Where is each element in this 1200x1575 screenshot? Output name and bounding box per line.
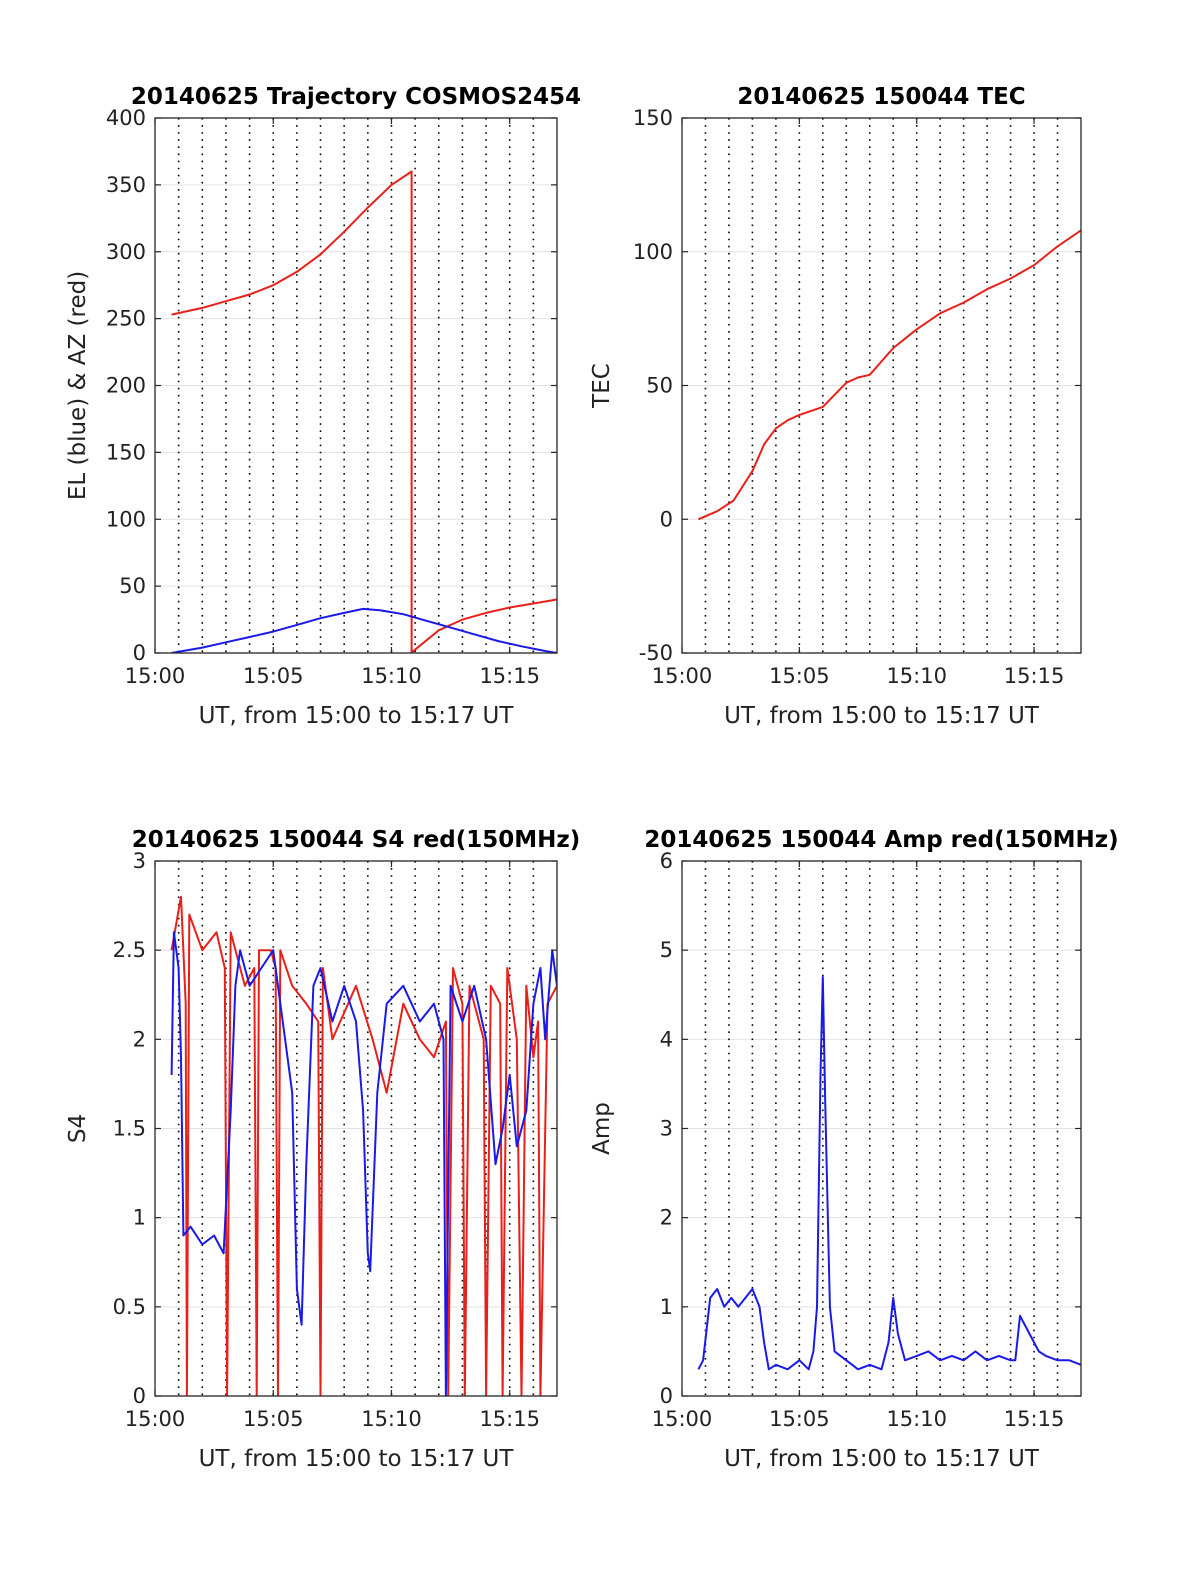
x-tick-label: 15:10	[886, 1407, 947, 1431]
x-tick-label: 15:15	[1004, 1407, 1065, 1431]
y-tick-label: 0.5	[113, 1295, 146, 1319]
x-tick-label: 15:15	[479, 1407, 540, 1431]
y-tick-label: 0	[660, 507, 673, 531]
series-group	[697, 975, 1081, 1371]
x-axis-label: UT, from 15:00 to 15:17 UT	[724, 1446, 1040, 1472]
y-tick-label: 2.5	[113, 938, 146, 962]
series-line-2	[170, 931, 557, 1396]
x-tick-label: 15:10	[361, 664, 422, 688]
series-group	[698, 229, 1081, 521]
y-tick-label: 1	[133, 1206, 146, 1230]
y-tick-label: 150	[106, 440, 146, 464]
x-tick-label: 15:00	[652, 664, 713, 688]
y-tick-label: 100	[633, 240, 673, 264]
y-tick-label: 350	[106, 173, 146, 197]
x-tick-label: 15:00	[125, 664, 186, 688]
y-tick-label: 300	[106, 240, 146, 264]
x-tick-label: 15:10	[886, 664, 947, 688]
series-line-1	[697, 975, 1081, 1371]
x-tick-label: 15:00	[125, 1407, 186, 1431]
series-line-1	[698, 229, 1081, 521]
y-tick-label: 0	[660, 1384, 673, 1408]
series-group	[171, 170, 557, 653]
y-tick-label: 2	[660, 1206, 673, 1230]
chart-panel-2: -50 0 50 100 150 15:00 15:05 15:10 15:15 20140625…	[589, 84, 1082, 729]
x-tick-label: 15:00	[652, 1407, 713, 1431]
y-tick-label: 3	[133, 849, 146, 873]
x-tick-label: 15:10	[361, 1407, 422, 1431]
y-axis-label: TEC	[589, 363, 615, 409]
y-tick-label: 0	[133, 641, 146, 665]
x-tick-label: 15:05	[769, 1407, 830, 1431]
x-tick-label: 15:05	[243, 664, 304, 688]
y-tick-label: 1	[660, 1295, 673, 1319]
chart-title: 20140625 150044 S4 red(150MHz)	[132, 827, 581, 853]
y-tick-label: 100	[106, 507, 146, 531]
chart-panel-4: 0 1 2 3 4 5 6 15:00 15:05 15:10 15:15 20140625 1500…	[589, 827, 1119, 1472]
x-axis-label: UT, from 15:00 to 15:17 UT	[724, 703, 1040, 729]
series-line-2	[171, 607, 557, 653]
y-tick-label: 150	[633, 106, 673, 130]
chart-panel-1: 0 50 100 150 200 250 300 350 400 15:00 15:05 15:10 1…	[65, 84, 581, 729]
y-tick-label: 250	[106, 307, 146, 331]
x-tick-label: 15:05	[769, 664, 830, 688]
y-tick-label: 5	[660, 938, 673, 962]
y-axis-label: EL (blue) & AZ (red)	[65, 271, 91, 500]
y-tick-label: 50	[119, 574, 146, 598]
y-tick-label: -50	[639, 641, 673, 665]
y-tick-label: 1.5	[113, 1117, 146, 1141]
x-axis-label: UT, from 15:00 to 15:17 UT	[199, 1446, 515, 1472]
y-tick-label: 2	[133, 1027, 146, 1051]
chart-panel-3: 0 0.5 1 1.5 2 2.5 3 15:00 15:05 15:10 15:15 2014062…	[65, 827, 580, 1472]
x-tick-label: 15:05	[243, 1407, 304, 1431]
x-tick-label: 15:15	[1004, 664, 1065, 688]
y-tick-label: 6	[660, 849, 673, 873]
chart-title: 20140625 Trajectory COSMOS2454	[131, 84, 581, 110]
x-tick-label: 15:15	[479, 664, 540, 688]
chart-title: 20140625 150044 Amp red(150MHz)	[644, 827, 1118, 853]
y-axis-label: S4	[65, 1114, 91, 1143]
chart-title: 20140625 150044 TEC	[737, 84, 1025, 110]
y-tick-label: 0	[133, 1384, 146, 1408]
y-tick-label: 3	[660, 1117, 673, 1141]
x-axis-label: UT, from 15:00 to 15:17 UT	[199, 703, 515, 729]
y-axis-label: Amp	[589, 1102, 615, 1155]
y-tick-label: 50	[646, 374, 673, 398]
y-tick-label: 400	[106, 106, 146, 130]
series-line-1	[171, 170, 557, 653]
series-group	[170, 895, 557, 1396]
y-tick-label: 4	[660, 1027, 673, 1051]
y-tick-label: 200	[106, 374, 146, 398]
